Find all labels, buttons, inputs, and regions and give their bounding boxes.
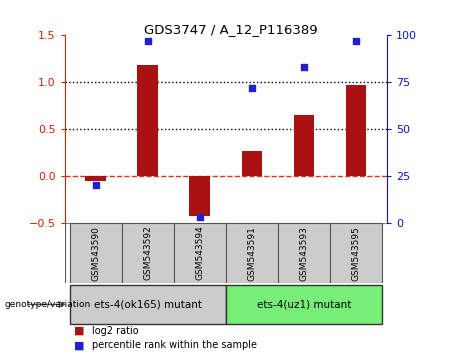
- Bar: [226, 285, 382, 324]
- Bar: [174, 223, 226, 283]
- Bar: [330, 223, 382, 283]
- Text: log2 ratio: log2 ratio: [92, 326, 139, 336]
- Bar: [122, 223, 174, 283]
- Bar: [226, 223, 278, 283]
- Text: ■: ■: [74, 326, 84, 336]
- Text: ets-4(ok165) mutant: ets-4(ok165) mutant: [94, 299, 202, 309]
- Point: [144, 38, 152, 44]
- Bar: [294, 115, 314, 176]
- Text: GSM543594: GSM543594: [195, 226, 204, 280]
- Bar: [85, 176, 106, 181]
- Point: [352, 38, 360, 44]
- Text: ets-4(uz1) mutant: ets-4(uz1) mutant: [257, 299, 351, 309]
- Bar: [346, 85, 366, 176]
- Bar: [189, 176, 210, 216]
- Bar: [70, 285, 226, 324]
- Text: GSM543591: GSM543591: [248, 225, 256, 281]
- Text: GDS3747 / A_12_P116389: GDS3747 / A_12_P116389: [144, 23, 317, 36]
- Bar: [70, 223, 122, 283]
- Point: [196, 215, 204, 220]
- Text: GSM543592: GSM543592: [143, 226, 152, 280]
- Text: percentile rank within the sample: percentile rank within the sample: [92, 340, 257, 350]
- Text: genotype/variation: genotype/variation: [5, 300, 91, 309]
- Bar: [242, 151, 262, 176]
- Bar: [278, 223, 330, 283]
- Text: GSM543595: GSM543595: [351, 225, 361, 281]
- Text: ■: ■: [74, 340, 84, 350]
- Bar: [137, 65, 158, 176]
- Point: [92, 183, 100, 188]
- Text: GSM543593: GSM543593: [300, 225, 308, 281]
- Point: [248, 85, 255, 91]
- Point: [300, 64, 307, 70]
- Text: GSM543590: GSM543590: [91, 225, 100, 281]
